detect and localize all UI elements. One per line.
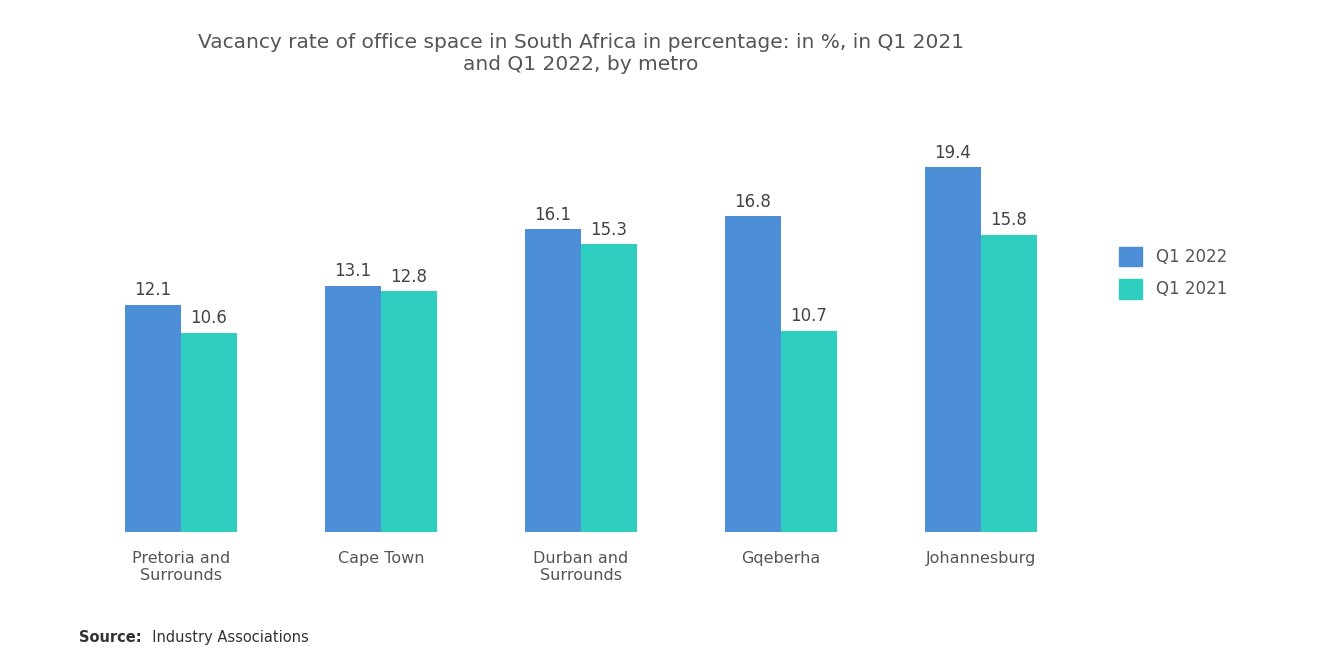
Bar	[781, 331, 837, 532]
Bar	[725, 216, 781, 532]
Bar	[325, 286, 380, 532]
Text: Source:: Source:	[79, 630, 141, 645]
Text: 10.6: 10.6	[190, 309, 227, 327]
Text: 15.3: 15.3	[590, 221, 627, 239]
Text: 12.1: 12.1	[135, 281, 172, 299]
Bar	[981, 235, 1036, 532]
Bar	[925, 168, 981, 532]
Bar	[380, 291, 437, 532]
Bar	[125, 305, 181, 532]
Bar	[581, 245, 636, 532]
Legend: Q1 2022, Q1 2021: Q1 2022, Q1 2021	[1111, 238, 1236, 307]
Text: 16.1: 16.1	[535, 205, 572, 224]
Text: 19.4: 19.4	[935, 144, 972, 162]
Text: 16.8: 16.8	[734, 193, 771, 211]
Text: 12.8: 12.8	[391, 268, 428, 286]
Bar	[525, 229, 581, 532]
Text: Vacancy rate of office space in South Africa in percentage: in %, in Q1 2021
and: Vacancy rate of office space in South Af…	[198, 33, 964, 74]
Bar	[181, 332, 236, 532]
Text: Industry Associations: Industry Associations	[143, 630, 309, 645]
Text: 10.7: 10.7	[791, 307, 828, 325]
Text: 13.1: 13.1	[334, 262, 371, 280]
Text: 15.8: 15.8	[990, 211, 1027, 229]
